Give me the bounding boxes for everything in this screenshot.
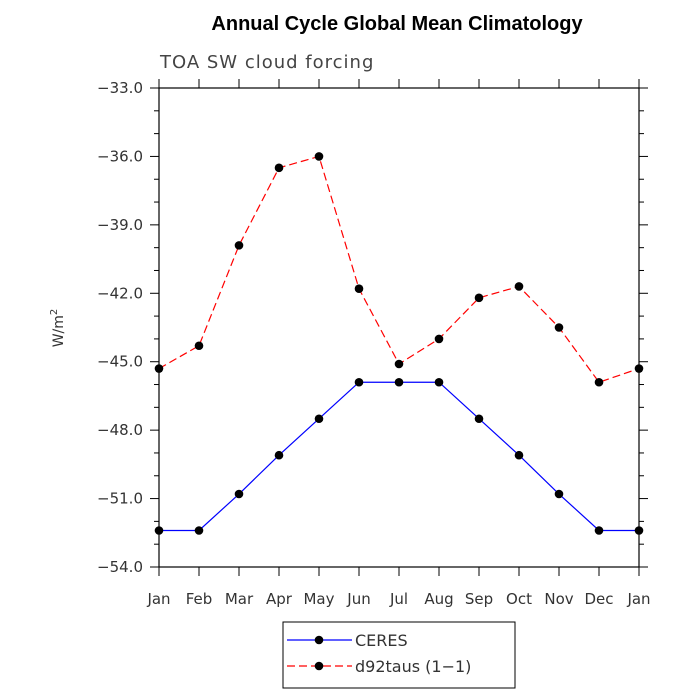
y-tick-label: −51.0 bbox=[97, 490, 143, 508]
x-tick-label: Oct bbox=[506, 590, 532, 608]
y-tick-label: −39.0 bbox=[97, 216, 143, 234]
legend-marker-0 bbox=[314, 635, 324, 645]
x-tick-label: Sep bbox=[465, 590, 493, 608]
series-0-point bbox=[474, 414, 484, 424]
x-tick-label: Jan bbox=[626, 590, 650, 608]
series-0-point bbox=[594, 526, 604, 535]
series-1-point bbox=[434, 334, 444, 344]
series-1-point bbox=[194, 341, 204, 351]
chart-subtitle: TOA SW cloud forcing bbox=[159, 52, 374, 73]
series-1-point bbox=[314, 152, 324, 161]
x-tick-label: Mar bbox=[225, 590, 254, 608]
series-1-point bbox=[594, 377, 604, 387]
x-tick-label: Nov bbox=[544, 590, 573, 608]
y-tick-label: −36.0 bbox=[97, 147, 143, 165]
chart-title: Annual Cycle Global Mean Climatology bbox=[211, 13, 583, 35]
y-axis-label-superscript: 2 bbox=[49, 309, 60, 315]
y-axis-label-text: W/m bbox=[51, 315, 67, 347]
series-0-point bbox=[314, 414, 324, 424]
legend-label-1: d92taus (1−1) bbox=[355, 657, 471, 676]
y-tick-label: −54.0 bbox=[97, 558, 143, 576]
series-0-point bbox=[514, 450, 524, 460]
series-1-point bbox=[274, 163, 284, 173]
legend-box bbox=[282, 621, 516, 689]
series-1-point bbox=[514, 282, 524, 291]
plot-frame bbox=[158, 87, 640, 568]
legend-marker-1 bbox=[314, 661, 324, 671]
series-1-point bbox=[394, 359, 404, 369]
legend: CERES d92taus (1−1) bbox=[282, 621, 516, 689]
series-0-point bbox=[354, 377, 364, 387]
series-layer bbox=[154, 152, 644, 535]
series-1-point bbox=[474, 293, 484, 303]
series-1-point bbox=[554, 323, 564, 332]
series-0-point bbox=[274, 450, 284, 460]
y-tick-label: −45.0 bbox=[97, 353, 143, 371]
y-tick-label: −33.0 bbox=[97, 79, 143, 97]
series-line-0 bbox=[159, 381, 639, 532]
y-tick-label: −42.0 bbox=[97, 284, 143, 302]
series-0-point bbox=[434, 377, 444, 387]
series-0-point bbox=[234, 489, 244, 499]
x-tick-label: Jul bbox=[389, 590, 408, 608]
x-tick-label: May bbox=[303, 590, 334, 608]
svg-text:W/m2: W/m2 bbox=[49, 309, 67, 348]
series-0-point bbox=[554, 489, 564, 499]
legend-label-0: CERES bbox=[355, 631, 408, 650]
y-tick-label: −48.0 bbox=[97, 421, 143, 439]
series-line-1 bbox=[158, 155, 640, 383]
legend-items: CERES d92taus (1−1) bbox=[287, 631, 471, 676]
x-tick-label: Dec bbox=[584, 590, 613, 608]
series-1-point bbox=[234, 241, 244, 250]
ticks-layer: −54.0 −51.0 −48.0 −45.0 −42.0 −39.0 −36.0 −33.0… bbox=[97, 79, 651, 608]
x-tick-label: Apr bbox=[266, 590, 293, 608]
y-axis-label: W/m2 bbox=[49, 309, 67, 348]
x-tick-label: Aug bbox=[424, 590, 453, 608]
series-0-point bbox=[194, 526, 204, 535]
x-tick-label: Jun bbox=[346, 590, 370, 608]
series-1-point bbox=[354, 284, 364, 294]
series-0-point bbox=[394, 377, 404, 387]
x-tick-label: Feb bbox=[186, 590, 213, 608]
x-tick-label: Jan bbox=[146, 590, 170, 608]
